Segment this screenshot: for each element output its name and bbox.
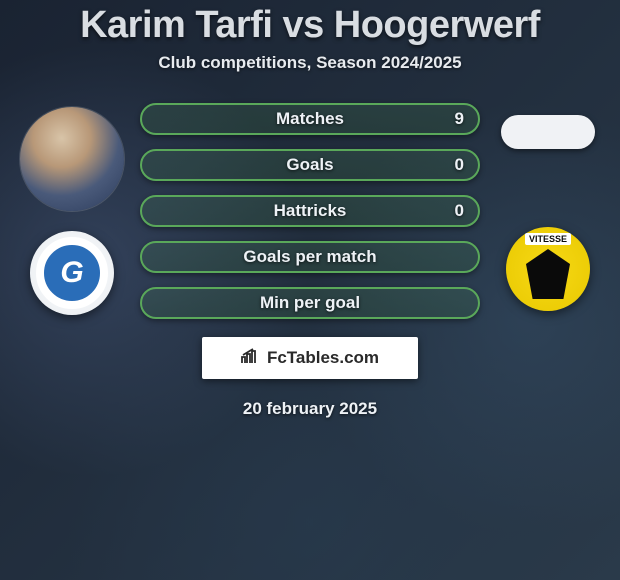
main-row: Matches 9 Goals 0 Hattricks 0 Goals per …: [0, 103, 620, 319]
right-player-col: [488, 103, 608, 311]
stat-row-mpg: Min per goal: [140, 287, 480, 319]
stat-right-value: 9: [455, 109, 464, 129]
stat-right-value: 0: [455, 155, 464, 175]
player-photo-right: [501, 115, 595, 149]
stat-row-goals: Goals 0: [140, 149, 480, 181]
comparison-title: Karim Tarfi vs Hoogerwerf: [80, 4, 540, 47]
stat-row-hattricks: Hattricks 0: [140, 195, 480, 227]
stat-label: Min per goal: [260, 293, 360, 313]
stat-label: Matches: [276, 109, 344, 129]
stat-label: Goals: [286, 155, 333, 175]
brand-text: FcTables.com: [267, 348, 379, 368]
brand-badge: FcTables.com: [202, 337, 418, 379]
stat-right-value: 0: [455, 201, 464, 221]
stat-row-matches: Matches 9: [140, 103, 480, 135]
stat-label: Hattricks: [274, 201, 347, 221]
comparison-date: 20 february 2025: [243, 399, 377, 419]
stat-label: Goals per match: [243, 247, 376, 267]
chart-icon: [241, 348, 261, 369]
left-player-col: [12, 103, 132, 315]
club-logo-left: [30, 231, 114, 315]
stats-column: Matches 9 Goals 0 Hattricks 0 Goals per …: [140, 103, 480, 319]
season-subtitle: Club competitions, Season 2024/2025: [158, 53, 461, 73]
player-photo-left: [20, 107, 124, 211]
stat-row-gpm: Goals per match: [140, 241, 480, 273]
club-logo-right: [506, 227, 590, 311]
